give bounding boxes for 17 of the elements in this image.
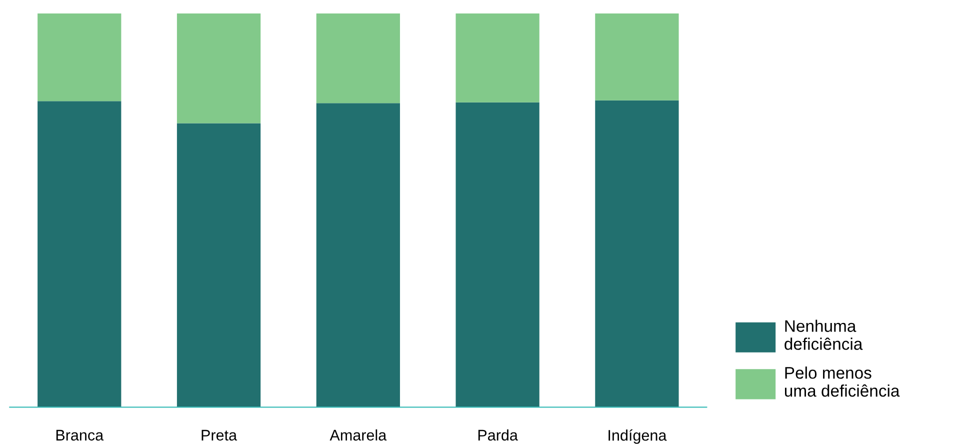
- bar: [38, 101, 122, 408]
- x-tick-label: Indígena: [608, 429, 667, 444]
- bar: [38, 13, 122, 102]
- x-tick-label: Amarela: [330, 429, 387, 441]
- bar: [176, 123, 261, 408]
- legend-label: Nenhuma deficiência: [784, 320, 863, 350]
- bar: [316, 103, 400, 408]
- x-tick-label: Branca: [56, 430, 104, 441]
- bar: [595, 100, 679, 408]
- bar: [176, 13, 261, 124]
- bar: [456, 13, 540, 102]
- bar: [456, 102, 540, 408]
- bar: [595, 13, 679, 100]
- legend-label: Pelo menos uma deficiência: [784, 366, 900, 397]
- bar: [316, 13, 400, 104]
- x-tick-label: Preta: [202, 430, 238, 441]
- x-tick-label: Parda: [478, 429, 518, 441]
